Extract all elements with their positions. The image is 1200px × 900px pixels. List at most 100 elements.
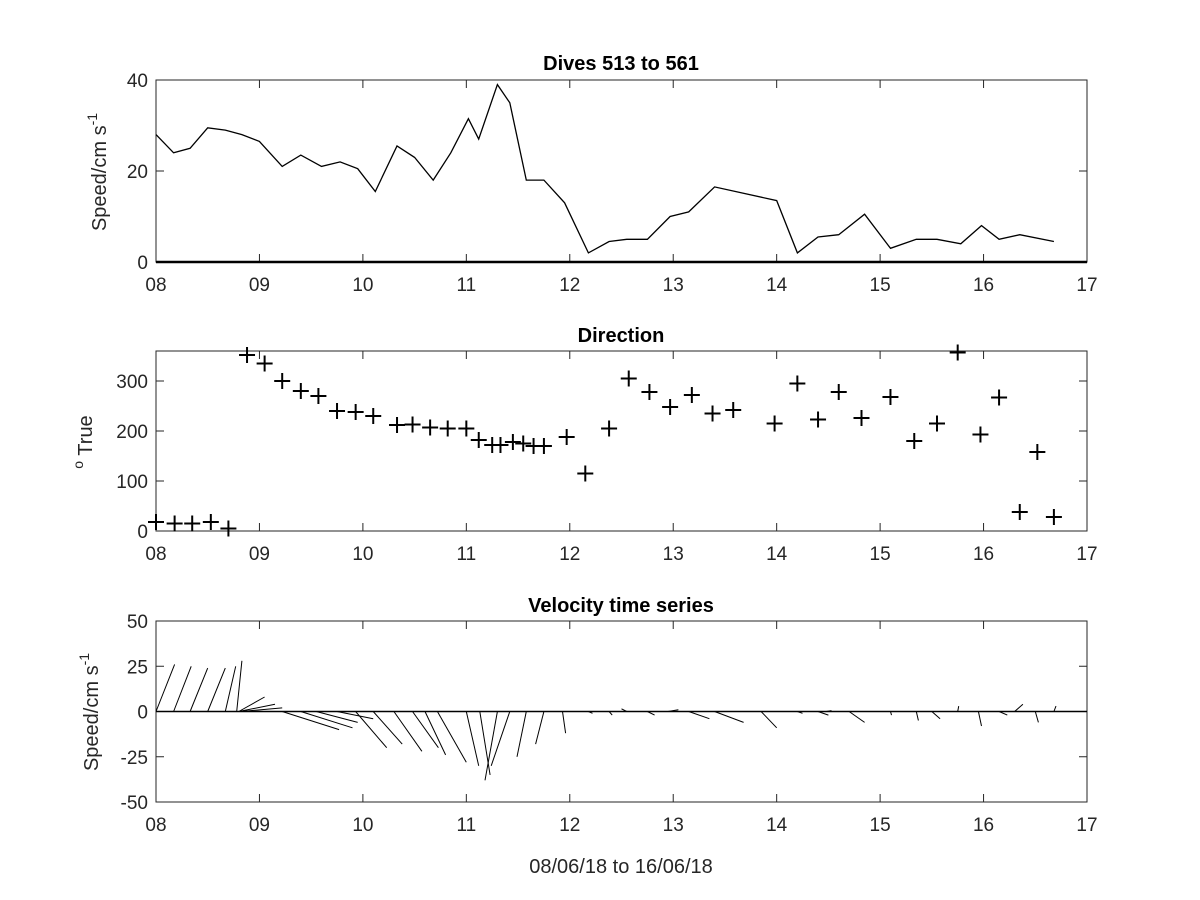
direction-marker bbox=[601, 420, 618, 437]
direction-marker bbox=[641, 384, 658, 400]
y-axis-label-superscript: -1 bbox=[76, 653, 92, 666]
direction-marker bbox=[949, 344, 966, 361]
x-tick-label: 12 bbox=[559, 815, 580, 836]
velocity-stick bbox=[300, 711, 353, 729]
y-tick-label: 0 bbox=[137, 253, 148, 274]
direction-marker bbox=[422, 419, 439, 436]
x-tick-label: 14 bbox=[766, 544, 788, 565]
velocity-stick bbox=[890, 711, 892, 716]
direction-marker bbox=[991, 389, 1008, 406]
direction-marker bbox=[972, 426, 989, 443]
direction-marker bbox=[662, 399, 679, 415]
direction-marker bbox=[239, 347, 256, 363]
velocity-stick bbox=[621, 708, 627, 712]
direction-marker bbox=[148, 514, 164, 530]
axes-box bbox=[155, 350, 1088, 532]
direction-marker bbox=[766, 415, 783, 432]
direction-marker bbox=[1045, 509, 1062, 525]
y-tick-label: -25 bbox=[121, 748, 148, 769]
velocity-stick bbox=[236, 660, 243, 712]
velocity-stick bbox=[173, 666, 192, 712]
y-axis-label: o True bbox=[70, 415, 97, 468]
direction-marker bbox=[577, 465, 594, 482]
direction-marker bbox=[458, 420, 475, 437]
velocity-stick bbox=[848, 711, 865, 723]
direction-marker bbox=[292, 383, 309, 399]
velocity-stick bbox=[535, 711, 545, 745]
velocity-stick bbox=[608, 711, 613, 716]
velocity-stick bbox=[207, 667, 226, 712]
velocity-stick-chart: Velocity time series 08 09 10 11 12 13 14 15 16 1… bbox=[76, 595, 1098, 878]
velocity-stick bbox=[465, 711, 480, 766]
x-tick-label: 09 bbox=[249, 815, 270, 836]
x-tick-label: 08 bbox=[145, 815, 166, 836]
velocity-stick bbox=[282, 711, 340, 731]
chart-title: Direction bbox=[578, 325, 665, 347]
direction-marker bbox=[470, 432, 487, 448]
x-tick-label: 09 bbox=[249, 544, 270, 565]
y-tick-label: 20 bbox=[127, 162, 148, 183]
velocity-stick bbox=[826, 710, 832, 712]
direction-marker bbox=[725, 402, 742, 418]
velocity-stick bbox=[424, 711, 447, 756]
velocity-stick bbox=[957, 706, 960, 712]
speed-line-chart: Dives 513 to 561 08 09 10 11 12 13 14 15 16 17 0 20… bbox=[84, 53, 1098, 296]
chart-title: Dives 513 to 561 bbox=[543, 53, 699, 75]
direction-marker bbox=[202, 514, 219, 530]
velocity-stick bbox=[436, 711, 467, 763]
y-tick-label: -50 bbox=[121, 793, 148, 814]
velocity-stick bbox=[931, 711, 941, 720]
direction-marker bbox=[220, 520, 237, 537]
velocity-stick bbox=[797, 711, 803, 714]
direction-marker bbox=[853, 410, 870, 426]
x-tick-label: 13 bbox=[663, 815, 684, 836]
velocity-stick bbox=[588, 711, 593, 714]
velocity-stick bbox=[238, 696, 265, 712]
x-tick-label: 11 bbox=[456, 815, 476, 836]
y-tick-label: 25 bbox=[127, 657, 148, 678]
direction-marker bbox=[1029, 444, 1046, 460]
direction-marker bbox=[906, 433, 923, 449]
velocity-stick bbox=[372, 711, 403, 745]
x-tick-label: 08 bbox=[145, 544, 166, 565]
direction-marker bbox=[389, 417, 406, 433]
y-axis-label: Speed/cm s-1 bbox=[76, 653, 103, 771]
direction-marker bbox=[310, 388, 327, 404]
x-axis-label: 08/06/18 to 16/06/18 bbox=[529, 856, 713, 878]
velocity-stick bbox=[189, 667, 209, 712]
x-tick-label: 16 bbox=[973, 275, 994, 296]
x-tick-label: 10 bbox=[352, 544, 373, 565]
velocity-stick bbox=[336, 711, 374, 720]
velocity-stick bbox=[562, 711, 567, 734]
direction-marker bbox=[274, 373, 291, 389]
direction-marker bbox=[830, 384, 847, 400]
velocity-stick bbox=[516, 711, 527, 757]
x-tick-label: 17 bbox=[1076, 544, 1097, 565]
velocity-stick bbox=[155, 664, 176, 712]
velocity-stick bbox=[977, 711, 982, 727]
velocity-stick bbox=[760, 711, 778, 729]
x-tick-label: 15 bbox=[870, 544, 891, 565]
x-tick-label: 14 bbox=[766, 815, 788, 836]
direction-marker bbox=[365, 408, 382, 424]
x-tick-label: 10 bbox=[352, 275, 373, 296]
y-axis-label-main: Speed/cm s bbox=[89, 125, 111, 231]
velocity-stick bbox=[688, 711, 710, 720]
x-tick-label: 10 bbox=[352, 815, 373, 836]
velocity-stick bbox=[224, 666, 237, 712]
velocity-stick bbox=[1014, 703, 1024, 712]
direction-marker bbox=[704, 405, 721, 422]
x-tick-label: 09 bbox=[249, 275, 270, 296]
velocity-stick bbox=[490, 711, 511, 766]
direction-marker bbox=[789, 375, 806, 392]
x-tick-label: 17 bbox=[1076, 275, 1097, 296]
direction-scatter-chart: Direction 08 09 10 11 12 13 14 15 16 17 0 100 200 300… bbox=[70, 325, 1098, 565]
velocity-stick bbox=[316, 711, 358, 723]
velocity-stick bbox=[238, 703, 276, 712]
velocity-stick bbox=[647, 711, 655, 716]
plot-area: 08 09 10 11 12 13 14 15 16 17 0 100 200 300 bbox=[116, 344, 1098, 565]
velocity-stick bbox=[915, 711, 919, 721]
speed-series-line bbox=[155, 83, 1055, 254]
direction-marker bbox=[535, 438, 552, 454]
